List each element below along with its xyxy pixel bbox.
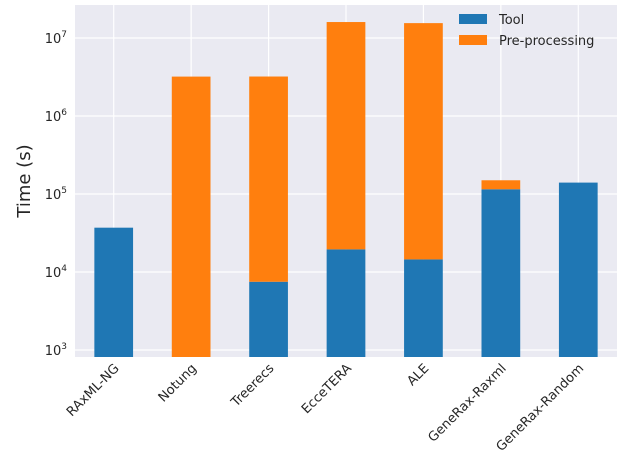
bar-pre-processing-generax-raxml bbox=[481, 180, 521, 190]
bar-pre-processing-ale bbox=[404, 23, 443, 260]
x-tick-label: Treerecs bbox=[228, 361, 278, 411]
x-tick-label: EcceTERA bbox=[299, 361, 355, 417]
y-tick-label: 106 bbox=[45, 108, 68, 125]
legend-swatch bbox=[459, 14, 487, 24]
x-tick-label: Notung bbox=[156, 361, 200, 405]
legend-label: Pre-processing bbox=[499, 34, 594, 49]
y-tick-label: 107 bbox=[45, 30, 67, 47]
x-tick-label: RAxML-NG bbox=[64, 361, 123, 420]
bar-tool-raxml-ng bbox=[94, 227, 134, 357]
y-tick-label: 104 bbox=[45, 264, 68, 281]
bar-tool-generax-raxml bbox=[481, 189, 521, 357]
bar-pre-processing-eccetera bbox=[326, 22, 366, 250]
bars bbox=[94, 22, 598, 358]
x-tick-label: ALE bbox=[404, 361, 432, 389]
y-tick-labels: 103 104 105 106 107 bbox=[45, 30, 68, 359]
bar-tool-eccetera bbox=[326, 249, 366, 357]
bar-pre-processing-treerecs bbox=[249, 76, 288, 282]
y-tick-label: 105 bbox=[45, 186, 67, 203]
legend: Tool Pre-processing bbox=[459, 13, 594, 49]
bar-pre-processing-notung bbox=[171, 76, 211, 358]
bar-tool-generax-random bbox=[558, 182, 598, 357]
x-tick-label: GeneRax-Random bbox=[494, 361, 588, 455]
x-tick-label: GeneRax-Raxml bbox=[425, 361, 509, 445]
y-tick-label: 103 bbox=[45, 342, 67, 359]
x-tick-labels: RAxML-NG Notung Treerecs EcceTERA ALEGeneRax… bbox=[64, 361, 587, 455]
bar-tool-ale bbox=[404, 259, 443, 357]
legend-label: Tool bbox=[498, 13, 524, 28]
bar-tool-treerecs bbox=[249, 281, 288, 357]
legend-swatch bbox=[459, 35, 487, 45]
y-axis-label: Time (s) bbox=[14, 144, 35, 218]
